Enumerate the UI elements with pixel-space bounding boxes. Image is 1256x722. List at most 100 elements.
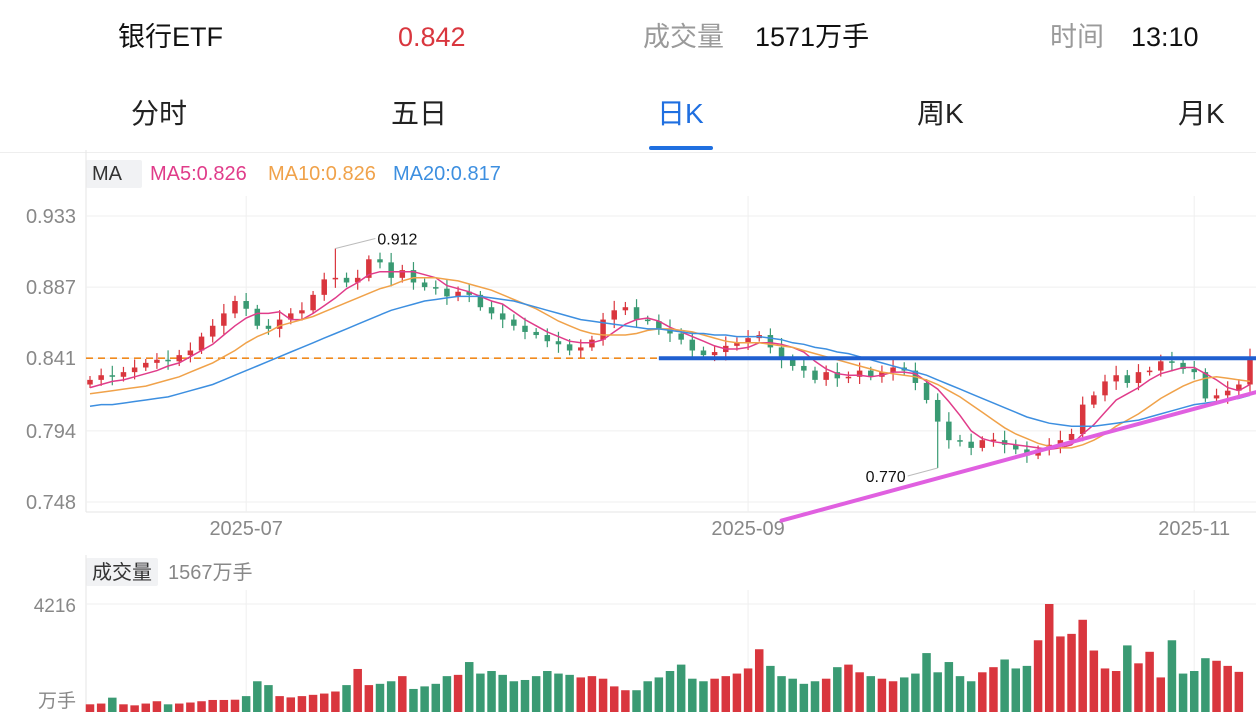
candle-body — [499, 313, 506, 320]
candle-body — [823, 372, 829, 380]
volume-bar — [174, 703, 184, 712]
volume-panel-value: 1567万手 — [168, 561, 253, 584]
candle-body — [1068, 433, 1075, 441]
tab-intraday[interactable]: 分时 — [131, 98, 188, 129]
volume-bar — [565, 674, 574, 712]
candle-body — [243, 301, 249, 309]
candle-body — [700, 350, 707, 356]
volume-bar — [732, 673, 742, 712]
volume-bar — [844, 664, 853, 712]
volume-panel-title: 成交量 — [92, 561, 152, 584]
price-tick-label: 0.933 — [26, 206, 76, 228]
candle-body — [377, 259, 383, 263]
security-name: 银行ETF — [118, 22, 223, 52]
candle-body — [488, 307, 495, 314]
volume-bar — [699, 681, 708, 712]
support-trend-line — [779, 390, 1256, 523]
volume-bar — [1234, 671, 1244, 712]
volume-bar — [911, 673, 920, 712]
candle-body — [711, 352, 718, 356]
ma5-line — [89, 270, 1251, 451]
volume-value: 1571万手 — [755, 22, 870, 52]
candle-body — [1113, 375, 1119, 382]
tab-weekly-k[interactable]: 周K — [917, 98, 964, 129]
volume-legend-box — [86, 558, 158, 586]
candle-body — [143, 362, 149, 368]
candle-body — [276, 319, 283, 329]
volume-bar — [431, 683, 441, 712]
volume-bar — [375, 683, 385, 712]
volume-bar — [710, 678, 719, 712]
volume-max-label: 4216 — [34, 596, 76, 617]
candle-body — [1079, 404, 1086, 434]
candle-body — [165, 359, 171, 362]
candle-body — [198, 336, 205, 351]
volume-bar — [543, 671, 552, 712]
price-tick-label: 0.794 — [26, 421, 76, 443]
volume-label: 成交量 — [643, 22, 724, 52]
candle-body — [1213, 395, 1220, 399]
volume-bar — [1123, 645, 1132, 712]
candle-body — [678, 333, 684, 340]
candle-body — [1091, 395, 1097, 405]
tab-daily-k[interactable]: 日K — [657, 98, 704, 129]
candle-body — [734, 342, 740, 346]
low-label-leader — [907, 467, 938, 477]
volume-bar — [241, 696, 251, 712]
volume-bar — [1100, 668, 1110, 712]
volume-bar — [1078, 619, 1087, 712]
price-tick-label: 0.748 — [26, 492, 76, 514]
volume-bar — [676, 664, 686, 712]
extreme-labels: 0.912 0.770 — [335, 231, 938, 486]
volume-bar — [163, 704, 173, 712]
volume-bar — [654, 677, 664, 712]
volume-bar — [587, 676, 597, 712]
tab-monthly-k[interactable]: 月K — [1178, 98, 1225, 129]
volume-bar — [821, 678, 831, 712]
candle-body — [388, 262, 394, 278]
volume-bar — [1178, 673, 1188, 712]
volume-bar — [487, 671, 496, 712]
volume-bar — [342, 685, 351, 712]
high-label-leader — [335, 237, 376, 249]
candle-body — [399, 270, 406, 278]
candle-body — [1158, 361, 1164, 371]
volume-bar — [1067, 633, 1076, 712]
price-axis: 0.933 0.887 0.841 0.794 0.748 — [26, 206, 76, 514]
volume-bar — [453, 674, 463, 712]
volume-bar — [230, 699, 240, 712]
volume-bar — [833, 667, 842, 712]
candle-body — [1224, 390, 1231, 396]
candle-body — [622, 307, 629, 311]
candle-body — [957, 440, 963, 442]
price-tick-label: 0.887 — [26, 277, 76, 299]
volume-bar — [1011, 668, 1021, 712]
candle-body — [856, 370, 863, 377]
tab-five-day[interactable]: 五日 — [391, 98, 448, 129]
volume-bar — [319, 693, 329, 712]
volume-bar — [531, 676, 541, 712]
volume-bar — [777, 676, 786, 712]
volume-bar — [130, 705, 139, 712]
candle-body — [1124, 375, 1131, 383]
candle-body — [934, 399, 941, 422]
volume-bar — [632, 690, 641, 712]
volume-bar — [922, 653, 931, 712]
volume-bar — [721, 676, 731, 712]
volume-bar — [1189, 671, 1199, 712]
candle-body — [1001, 440, 1008, 445]
date-tick-label: 2025-09 — [711, 518, 784, 540]
candle-body — [310, 294, 316, 311]
volume-bar — [866, 676, 876, 712]
candle-body — [511, 319, 517, 326]
candle-body — [288, 313, 294, 320]
candle-body — [578, 347, 584, 351]
candle-body — [644, 319, 651, 322]
candle-body — [265, 325, 272, 329]
ma-legend-box — [86, 160, 142, 188]
volume-bar — [219, 699, 229, 712]
volume-bar — [96, 703, 106, 712]
volume-bar — [308, 694, 318, 712]
candle-body — [1180, 362, 1186, 370]
